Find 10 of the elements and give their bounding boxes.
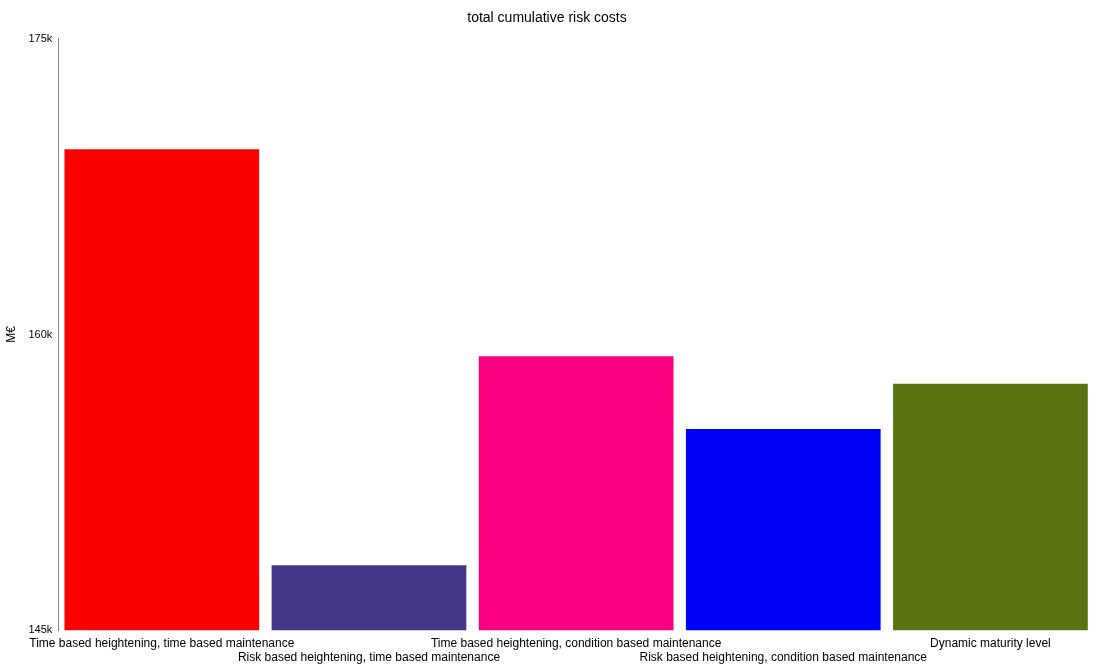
- x-tick-label: Dynamic maturity level: [930, 635, 1051, 650]
- x-tick-label: Time based heightening, condition based maintenance: [430, 635, 722, 650]
- y-tick-label: 175k: [28, 31, 53, 44]
- x-tick-label: Time based heightening, time based maintenance: [29, 635, 295, 650]
- y-tick-label: 145k: [28, 623, 53, 636]
- y-axis-title: M€: [3, 325, 18, 343]
- x-tick-label: Risk based heightening, condition based maintenance: [639, 650, 928, 665]
- y-tick-label: 160k: [28, 327, 53, 340]
- x-tick-label: Risk based heightening, time based maintenance: [237, 650, 501, 665]
- chart-title: total cumulative risk costs: [467, 9, 627, 26]
